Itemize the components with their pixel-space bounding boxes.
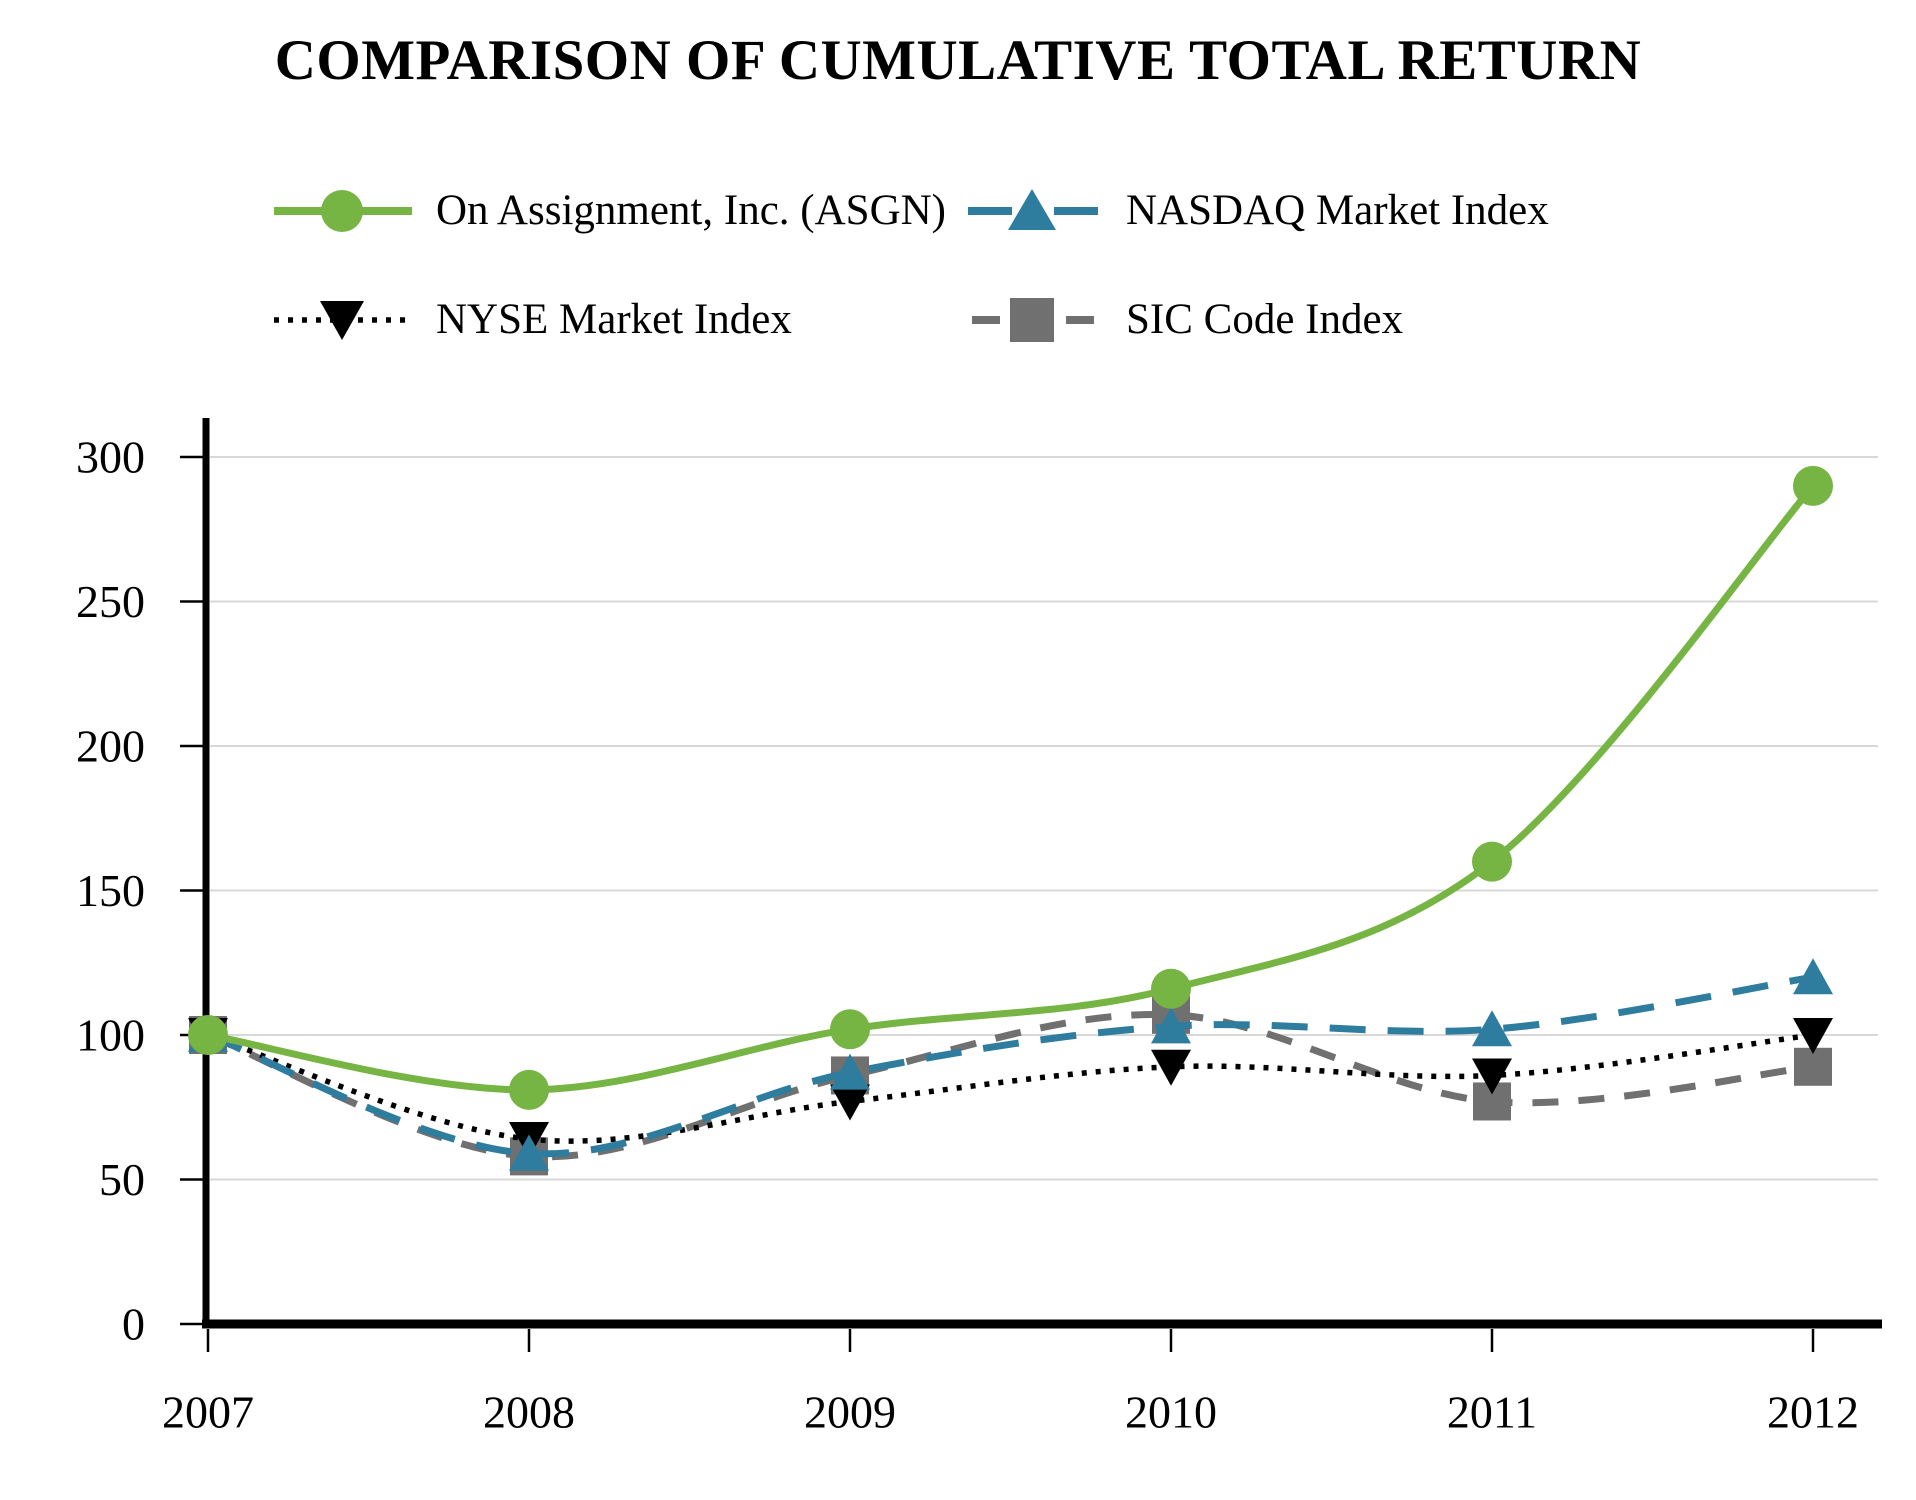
data-point-1-2012 (1793, 958, 1833, 995)
x-axis-label-2009: 2009 (804, 1387, 896, 1438)
data-point-2-2011 (1472, 1058, 1512, 1095)
legend-marker-triangle-up-icon (968, 189, 1098, 230)
data-point-0-2009 (830, 1009, 870, 1050)
data-point-1-2008 (509, 1134, 549, 1171)
series-line-1 (206, 973, 1814, 1158)
legend-marker-shape (1008, 189, 1056, 230)
data-point-2-2012 (1793, 1018, 1833, 1054)
data-point-2-2009 (830, 1084, 870, 1121)
y-axis-label-250: 250 (76, 576, 145, 627)
data-point-0-2012 (1793, 465, 1833, 506)
data-point-1-2011 (1472, 1010, 1512, 1047)
data-point-1-2009 (830, 1053, 870, 1090)
legend-marker-shape (320, 301, 364, 340)
x-axis-label-2007: 2007 (162, 1387, 254, 1438)
y-axis-label-50: 50 (99, 1154, 145, 1205)
legend-marker-square-icon (972, 298, 1094, 342)
y-axis-label-0: 0 (122, 1299, 145, 1350)
legend-item-1: NASDAQ Market Index (962, 181, 1549, 241)
legend-marker-triangle-down-icon (274, 301, 412, 340)
y-axis-label-100: 100 (76, 1010, 145, 1061)
legend-item-0: On Assignment, Inc. (ASGN) (272, 181, 946, 241)
series-line-0 (207, 483, 1816, 1094)
data-point-0-2010 (1151, 968, 1191, 1009)
data-point-0-2008 (509, 1069, 549, 1110)
series-line-2 (207, 1032, 1814, 1144)
data-point-3-2012 (1794, 1047, 1832, 1086)
data-point-1-2010 (1151, 1007, 1191, 1044)
x-axis-label-2010: 2010 (1125, 1387, 1217, 1438)
x-axis-label-2008: 2008 (483, 1387, 575, 1438)
legend-item-2: NYSE Market Index (272, 290, 792, 350)
y-axis-label-200: 200 (76, 721, 145, 772)
data-point-2-2010 (1151, 1049, 1191, 1086)
legend-label-1: NASDAQ Market Index (1126, 187, 1549, 234)
legend-marker-circle-icon (274, 190, 412, 232)
legend-marker-shape (1010, 298, 1054, 342)
legend-label-0: On Assignment, Inc. (ASGN) (436, 187, 946, 234)
data-point-0-2007 (188, 1015, 228, 1055)
y-axis-label-150: 150 (76, 865, 145, 916)
data-point-0-2011 (1472, 841, 1512, 882)
legend-marker-shape (321, 190, 363, 232)
legend-item-3: SIC Code Index (962, 290, 1403, 350)
legend-label-2: NYSE Market Index (436, 296, 792, 343)
x-axis-label-2012: 2012 (1767, 1387, 1859, 1438)
chart-title: COMPARISON OF CUMULATIVE TOTAL RETURN (274, 29, 1642, 92)
x-axis-label-2011: 2011 (1447, 1387, 1537, 1438)
y-axis-label-300: 300 (76, 432, 145, 483)
legend-label-3: SIC Code Index (1126, 296, 1404, 343)
series-0 (188, 465, 1833, 1110)
